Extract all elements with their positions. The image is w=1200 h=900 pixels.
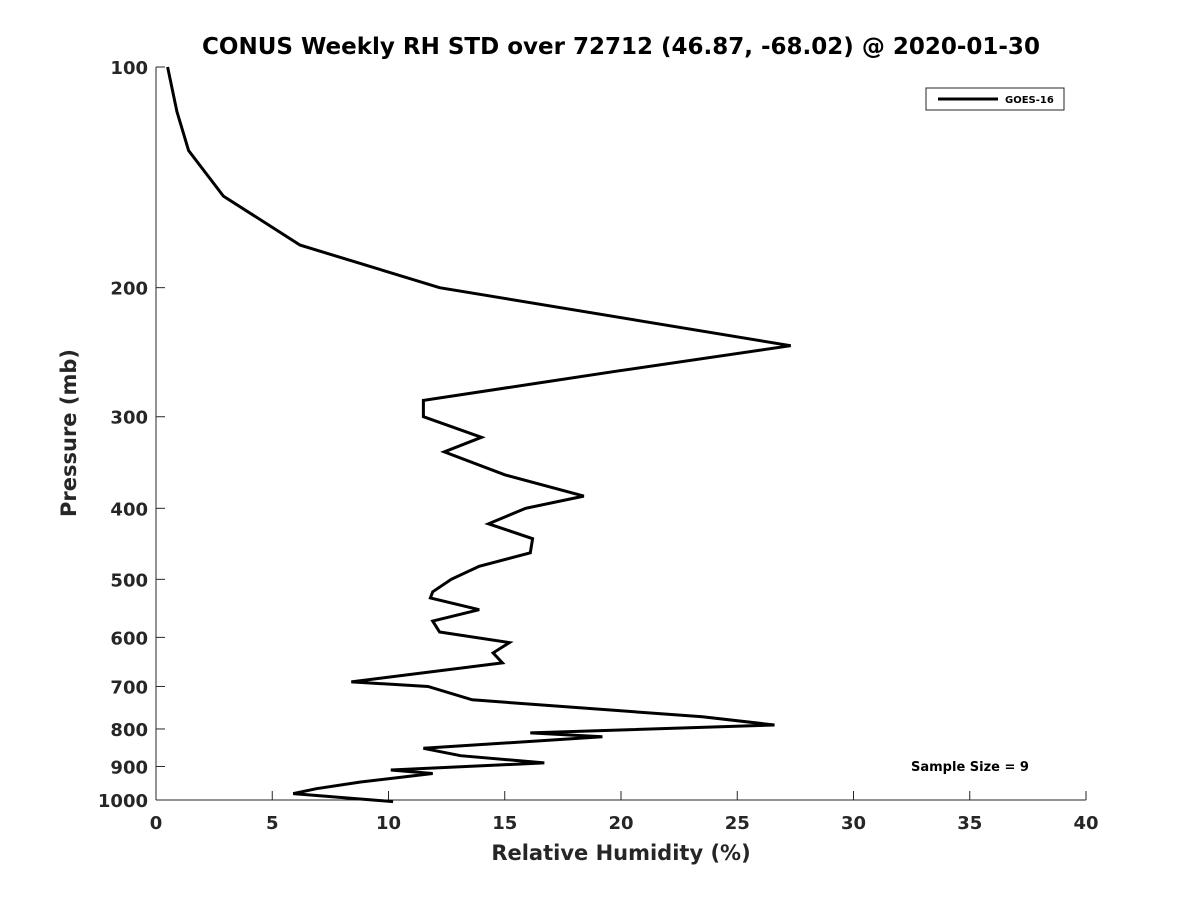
y-ticks: 100 200 300 400 500 600 700 800 900 1000 bbox=[98, 58, 165, 812]
chart-title: CONUS Weekly RH STD over 72712 (46.87, -… bbox=[202, 34, 1040, 60]
series-line-goes-16 bbox=[166, 66, 791, 804]
x-axis-label: Relative Humidity (%) bbox=[491, 841, 750, 865]
x-tick-label: 35 bbox=[957, 813, 982, 834]
x-ticks: 0 5 10 15 20 25 30 35 40 bbox=[150, 791, 1099, 834]
y-tick-label: 100 bbox=[110, 58, 148, 79]
x-tick-label: 40 bbox=[1073, 813, 1098, 834]
x-tick-label: 20 bbox=[608, 813, 633, 834]
y-tick-label: 200 bbox=[110, 279, 148, 300]
legend: GOES-16 bbox=[925, 87, 1065, 111]
y-tick-label: 600 bbox=[110, 628, 148, 649]
x-tick-label: 30 bbox=[841, 813, 866, 834]
x-tick-label: 0 bbox=[150, 813, 163, 834]
sample-size-annotation: Sample Size = 9 bbox=[911, 760, 1029, 775]
series-layer bbox=[166, 66, 791, 804]
y-tick-label: 900 bbox=[110, 757, 148, 778]
y-tick-label: 1000 bbox=[98, 791, 148, 812]
y-tick-label: 700 bbox=[110, 677, 148, 698]
y-tick-label: 300 bbox=[110, 408, 148, 429]
x-tick-label: 5 bbox=[266, 813, 279, 834]
y-axis-label: Pressure (mb) bbox=[57, 349, 81, 517]
legend-label-goes-16: GOES-16 bbox=[1005, 95, 1054, 106]
x-tick-label: 15 bbox=[492, 813, 517, 834]
axes bbox=[155, 67, 1086, 801]
y-tick-label: 400 bbox=[110, 499, 148, 520]
x-tick-label: 25 bbox=[725, 813, 750, 834]
x-tick-label: 10 bbox=[376, 813, 401, 834]
y-tick-label: 500 bbox=[110, 570, 148, 591]
y-tick-label: 800 bbox=[110, 720, 148, 741]
